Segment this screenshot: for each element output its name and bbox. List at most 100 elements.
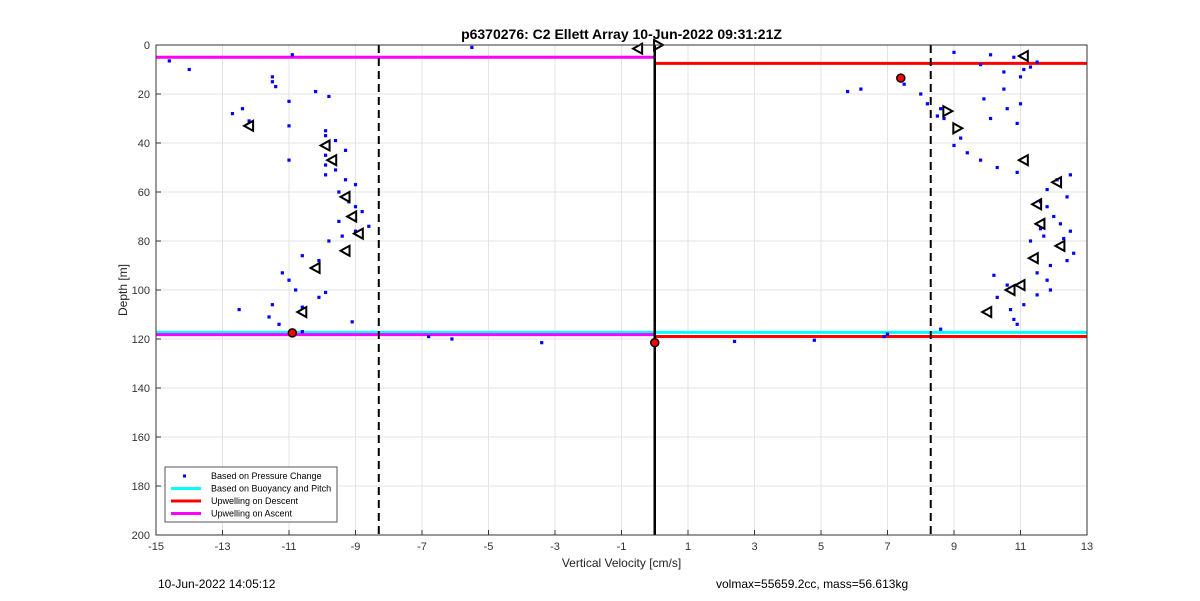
data-point (925, 102, 929, 106)
data-point (270, 75, 274, 79)
data-point (732, 339, 737, 344)
data-point (270, 303, 274, 307)
data-point (353, 205, 358, 209)
data-point (1005, 107, 1009, 111)
data-point (287, 158, 291, 162)
data-point (1022, 67, 1026, 72)
y-axis-label: Depth [m] (116, 264, 130, 316)
data-point (230, 112, 235, 116)
data-point (1028, 239, 1033, 243)
data-point (939, 327, 943, 331)
data-point (992, 273, 996, 277)
triangle-marker (1026, 251, 1039, 265)
data-point (367, 224, 371, 228)
data-point (353, 183, 358, 187)
data-point (317, 259, 321, 263)
data-point (979, 158, 983, 162)
x-tick-label: 7 (884, 541, 890, 553)
data-point (1045, 205, 1049, 209)
x-tick-label: 11 (1015, 541, 1026, 553)
data-point (1035, 60, 1039, 64)
data-point (982, 97, 986, 101)
x-tick-label: 5 (818, 541, 824, 553)
data-point (995, 165, 999, 170)
y-tick-label: 120 (132, 334, 150, 346)
x-tick-label: 1 (685, 541, 691, 553)
data-point (323, 163, 328, 167)
y-tick-label: 100 (132, 285, 150, 297)
data-point (935, 114, 939, 118)
triangle-marker (631, 41, 644, 56)
x-tick-label: -13 (215, 541, 231, 553)
chart-title: p6370276: C2 Ellett Array 10-Jun-2022 09… (461, 26, 782, 42)
data-point (846, 89, 850, 94)
triangle-marker (952, 121, 965, 135)
data-point (919, 92, 923, 96)
data-point (343, 148, 348, 152)
x-tick-label: -15 (148, 541, 164, 553)
data-point (1062, 236, 1066, 241)
data-point (540, 341, 544, 345)
data-point (237, 308, 241, 312)
triangle-marker (1013, 278, 1026, 292)
data-point (1048, 263, 1053, 268)
data-point (287, 278, 291, 282)
triangle-marker (1003, 283, 1016, 297)
data-point (1065, 259, 1069, 263)
triangle-marker (325, 153, 338, 167)
data-point (300, 330, 304, 334)
triangle-marker (1016, 49, 1029, 63)
data-point (952, 143, 956, 148)
data-point (939, 107, 943, 111)
data-point (1072, 251, 1076, 255)
y-tick-label: 20 (138, 89, 150, 101)
data-point (337, 219, 341, 223)
x-tick-label: -5 (484, 541, 494, 553)
x-tick-label: -9 (351, 541, 361, 553)
data-point (340, 234, 344, 238)
data-point (1015, 121, 1019, 125)
data-point (287, 124, 291, 128)
legend-label: Upwelling on Descent (211, 496, 299, 506)
data-point (1015, 170, 1019, 174)
data-point (1038, 227, 1043, 231)
data-point (902, 82, 906, 86)
triangle-marker (338, 190, 351, 204)
data-point (1012, 317, 1016, 321)
x-tick-label: -3 (550, 541, 560, 553)
data-point (327, 239, 331, 243)
legend-label: Based on Pressure Change (211, 471, 322, 481)
data-point (300, 305, 304, 309)
x-tick-label: 9 (951, 541, 957, 553)
data-point (965, 151, 969, 155)
data-point (274, 85, 278, 89)
data-point (812, 338, 816, 342)
data-point (333, 168, 338, 172)
float-summary: volmax=55659.2cc, mass=56.613kg (716, 577, 909, 591)
data-point (167, 59, 171, 63)
data-point (350, 320, 354, 324)
star-marker (650, 337, 660, 348)
data-point (323, 290, 328, 295)
data-point (1045, 187, 1049, 192)
data-point (323, 173, 328, 177)
data-point (470, 45, 474, 50)
data-point (1012, 55, 1016, 59)
triangle-marker (1053, 239, 1066, 253)
data-point (317, 295, 321, 299)
plot-area: -15 -13 -11 -9 -7 -5 -3 -1 1 3 5 7 9 11 13020406080100… (116, 26, 1093, 570)
data-point (270, 80, 274, 84)
y-tick-label: 180 (132, 481, 150, 493)
triangle-marker (1050, 175, 1063, 189)
data-point (1002, 87, 1006, 91)
data-point (1018, 75, 1023, 79)
y-tick-label: 60 (138, 187, 150, 199)
data-point (427, 334, 431, 339)
y-tick-label: 40 (138, 138, 150, 150)
data-point (1042, 234, 1046, 238)
y-tick-label: 200 (132, 530, 150, 542)
data-point (1008, 308, 1013, 312)
data-point (1018, 102, 1023, 106)
triangle-marker (318, 138, 331, 153)
